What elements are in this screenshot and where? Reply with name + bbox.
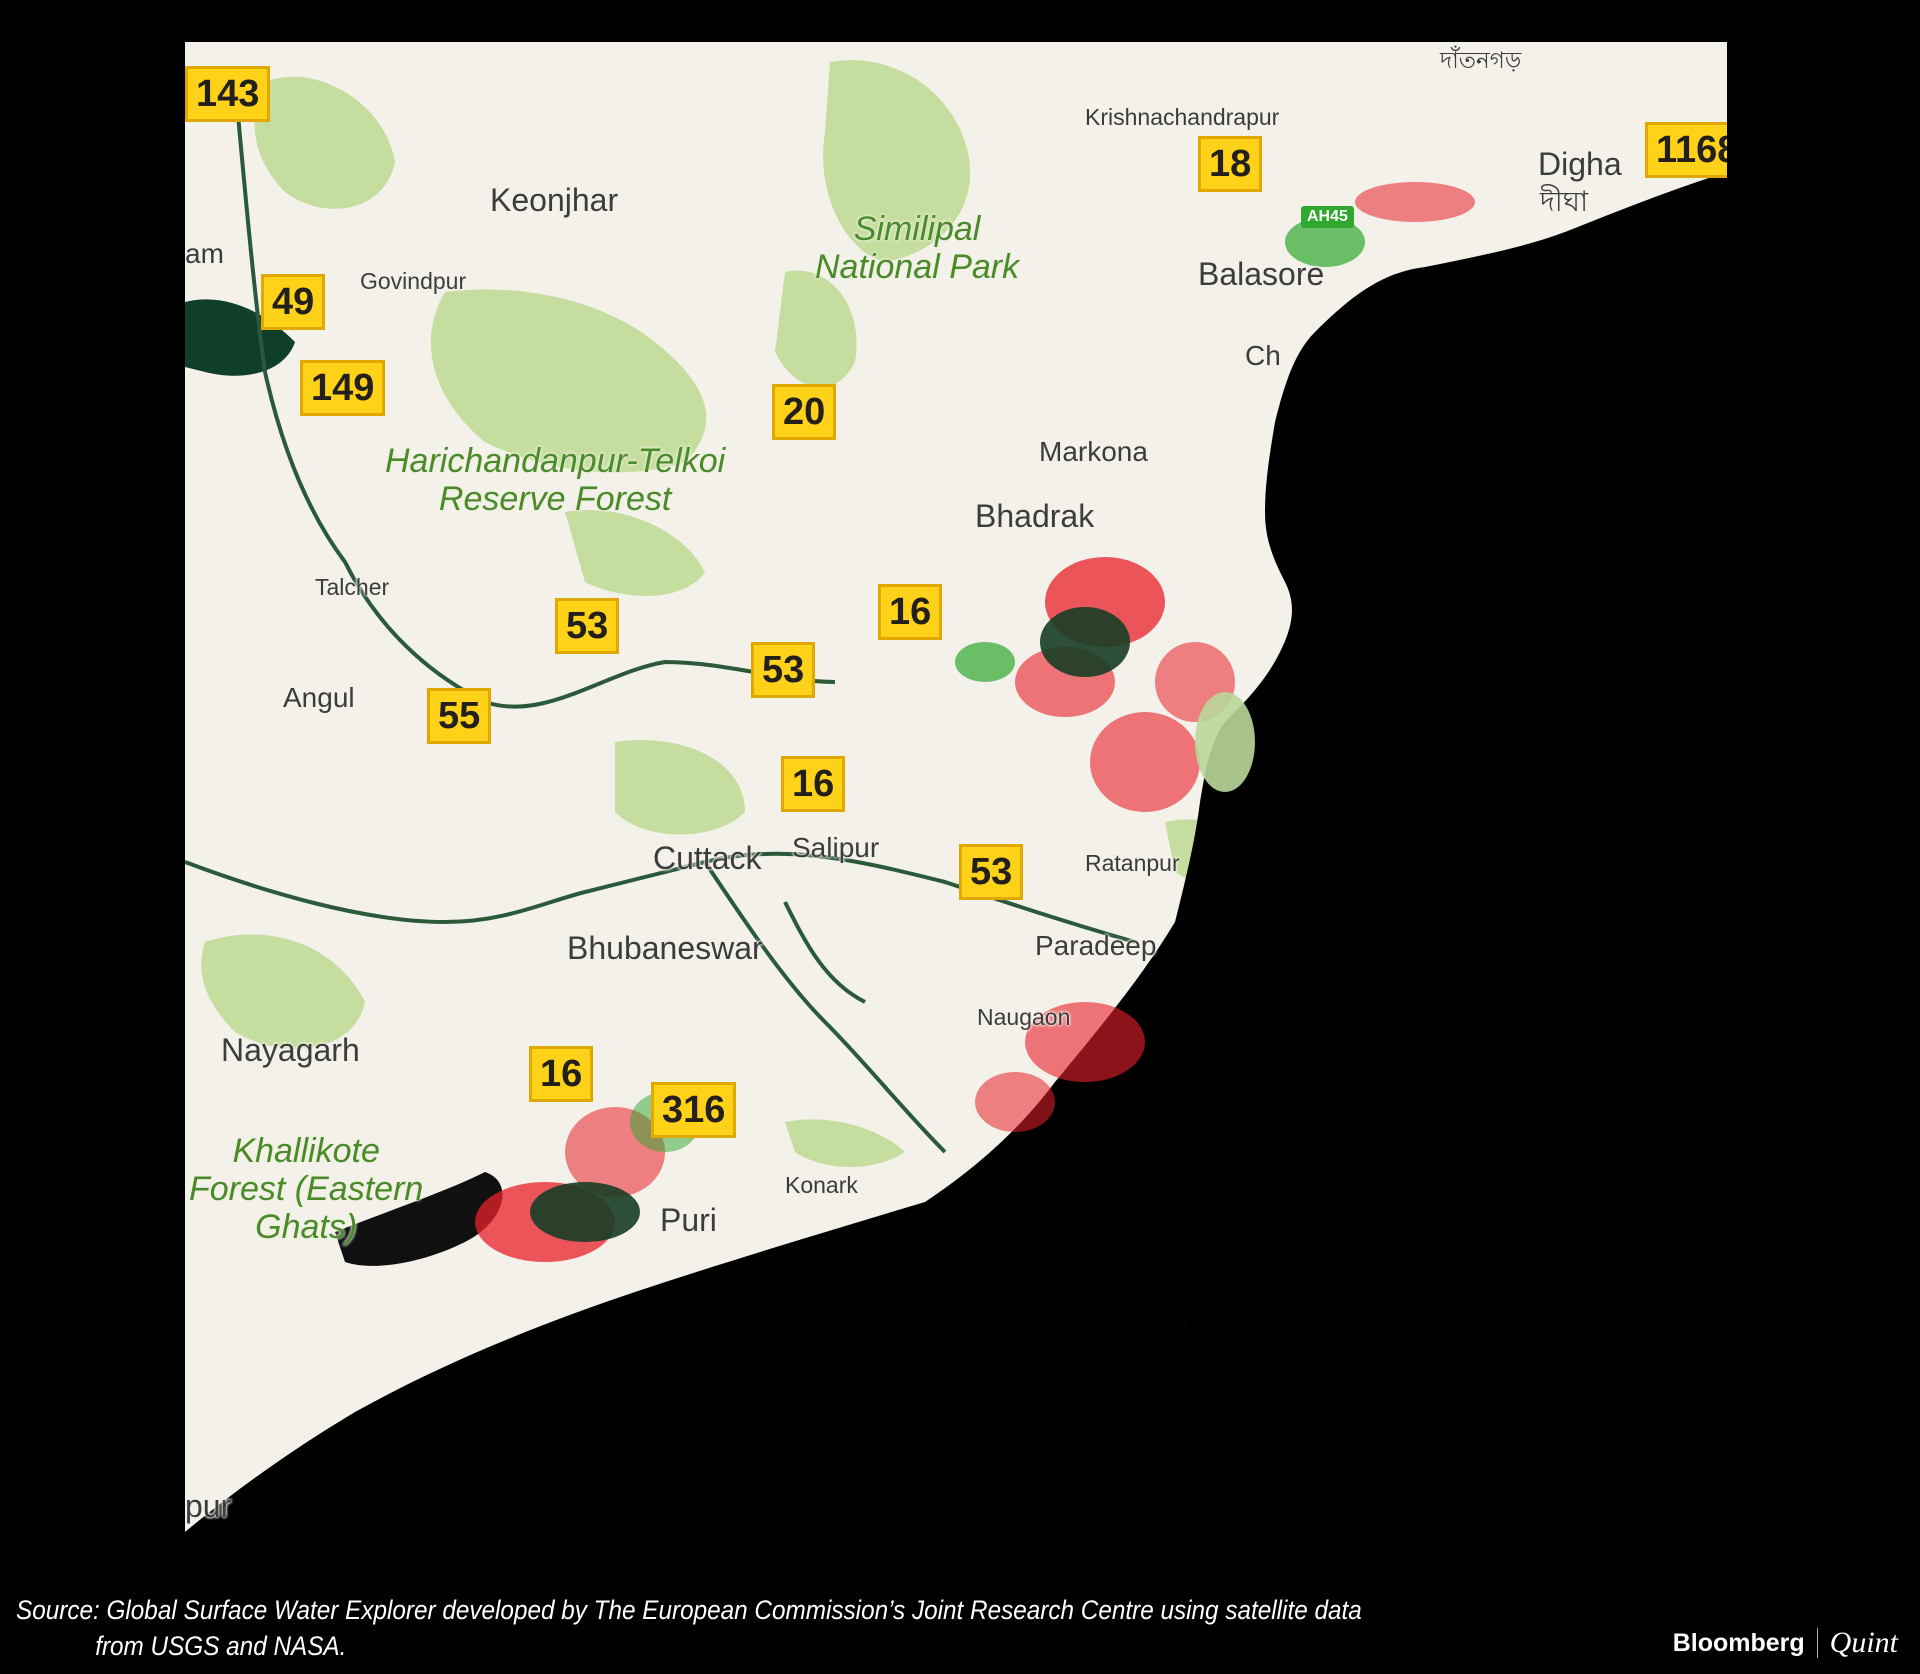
source-note: Source: Global Surface Water Explorer de… [16,1595,1362,1661]
place-bhadrak: Bhadrak [975,498,1095,534]
place-partial-am: am [185,238,224,269]
flood-extent [475,182,1475,1323]
reservoir [185,299,295,376]
place-partial-pur: pur [185,1488,232,1524]
badge-55: 55 [427,688,492,744]
place-paradeep: Paradeep [1035,930,1157,961]
badge-316: 316 [651,1082,737,1138]
place-nayagarh: Nayagarh [221,1032,360,1068]
badge-53-a: 53 [555,598,620,654]
place-cuttack: Cuttack [653,840,762,876]
badge-20: 20 [772,384,837,440]
badge-16-a: 16 [878,584,943,640]
badge-143: 143 [185,66,271,122]
place-dantan-bengali: দাঁতনগড় [1440,47,1522,73]
badge-53-c: 53 [959,844,1024,900]
brand-divider [1816,1628,1818,1658]
bay-of-bengal [185,172,1727,1557]
badge-49: 49 [261,274,326,330]
place-talcher: Talcher [315,574,390,600]
place-govindpur: Govindpur [360,268,467,294]
place-markona: Markona [1039,436,1148,467]
rivers [185,81,1136,1154]
place-partial-ch: Ch [1245,340,1281,371]
badge-53-b: 53 [751,642,816,698]
chilika-lake [335,1172,503,1266]
place-digha: Digha [1538,146,1622,182]
place-keonjhar: Keonjhar [490,182,619,218]
place-puri: Puri [660,1202,717,1238]
park-similipal: Similipal National Park [815,210,1020,286]
badge-16-b: 16 [781,756,846,812]
badge-16-c: 16 [529,1046,594,1102]
badge-149: 149 [300,360,386,416]
place-salipur: Salipur [792,832,880,863]
badge-18: 18 [1198,136,1263,192]
highway-shield: AH45 [1301,206,1354,228]
forest-areas [201,60,1275,1167]
park-harichandanpur: Harichandanpur-Telkoi Reserve Forest [385,442,726,518]
place-ratanpur: Ratanpur [1085,850,1180,876]
park-khallikote: Khallikote Forest (Eastern Ghats) [189,1132,424,1246]
place-bhubaneswar: Bhubaneswar [567,930,763,966]
place-naugaon: Naugaon [977,1004,1071,1030]
map-base [185,42,1727,1557]
place-angul: Angul [283,682,355,713]
map-panel: Keonjhar Govindpur Krishnachandrapur Dig… [185,42,1727,1557]
place-balasore: Balasore [1198,256,1325,292]
brand-logo: Bloomberg Quint [1672,1626,1898,1659]
place-digha-bengali: দীঘা [1540,186,1589,217]
place-krishnachandrapur: Krishnachandrapur [1085,104,1280,130]
badge-1168: 1168 [1645,122,1727,178]
place-konark: Konark [785,1172,858,1198]
